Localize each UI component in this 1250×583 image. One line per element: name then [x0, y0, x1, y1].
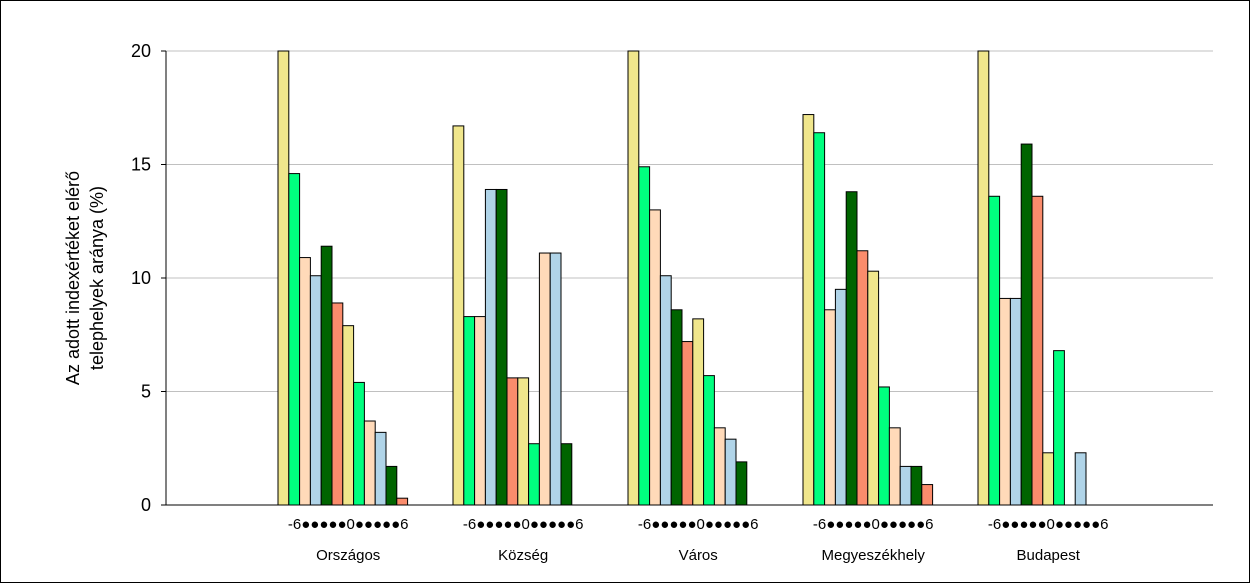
bar: [385, 465, 398, 506]
bar: [331, 302, 344, 506]
bar: [342, 325, 355, 506]
bar: [374, 431, 387, 506]
axes: [161, 50, 1213, 506]
bar: [363, 420, 376, 506]
bar: [910, 465, 923, 506]
bar: [288, 173, 301, 506]
bar: [528, 443, 540, 506]
y-axis-title: telephelyek aránya (%): [87, 186, 107, 370]
category-label: Város: [679, 547, 718, 564]
bar: [692, 318, 705, 506]
bar: [867, 270, 880, 506]
bar: [299, 257, 311, 506]
y-tick-label: 5: [141, 382, 151, 402]
category-label: Országos: [316, 547, 380, 564]
bar: [1074, 452, 1087, 506]
bars: [277, 50, 1087, 506]
bar: [277, 50, 290, 506]
bar: [713, 427, 726, 506]
bar: [463, 316, 476, 506]
labels: 0 5 10 15 20 -6●●●●●0●●●●●6 Országos -6●●●●●0●●…: [63, 41, 1109, 564]
bar: [703, 375, 715, 506]
bar: [834, 288, 847, 506]
group-index-label: -6●●●●●0●●●●●6: [638, 516, 759, 533]
bar: [824, 309, 836, 506]
bar: [681, 341, 694, 506]
bar: [813, 132, 826, 506]
y-tick-label: 15: [131, 155, 151, 175]
bar: [899, 465, 912, 506]
bar: [506, 377, 519, 506]
bar: [549, 252, 562, 506]
bar: [538, 252, 551, 506]
y-tick-label: 0: [141, 495, 151, 515]
bar: [452, 125, 465, 506]
group-index-label: -6●●●●●0●●●●●6: [288, 516, 409, 533]
bar: [638, 166, 651, 506]
bar: [1009, 297, 1022, 506]
bar: [1042, 452, 1055, 506]
bar: [802, 114, 815, 506]
category-label: Budapest: [1017, 547, 1081, 564]
group-index-label: -6●●●●●0●●●●●6: [463, 516, 584, 533]
bar: [1053, 350, 1065, 506]
category-label: Megyeszékhely: [822, 547, 926, 564]
bar: [659, 275, 672, 506]
bar: [999, 297, 1011, 506]
category-label: Község: [498, 547, 548, 564]
y-axis-title: Az adott indexértéket elérő: [63, 171, 83, 385]
y-tick-label: 20: [131, 41, 151, 61]
bar: [474, 316, 486, 506]
bar: [309, 275, 322, 506]
bar: [1020, 143, 1033, 506]
bar: [888, 427, 901, 506]
bar: [320, 245, 333, 506]
bar: [735, 461, 748, 506]
bar: [856, 250, 869, 506]
bar: [1031, 195, 1044, 506]
bar: [495, 188, 508, 506]
bar: [484, 188, 497, 506]
bar: [517, 377, 530, 506]
bar: [649, 209, 661, 506]
bar: [977, 50, 990, 506]
group-index-label: -6●●●●●0●●●●●6: [988, 516, 1109, 533]
bar: [627, 50, 640, 506]
bar: [353, 381, 365, 506]
bar: [670, 309, 683, 506]
bar: [845, 191, 858, 506]
bar: [396, 497, 409, 506]
y-tick-label: 10: [131, 268, 151, 288]
bar: [921, 484, 934, 506]
group-index-label: -6●●●●●0●●●●●6: [813, 516, 934, 533]
bar: [878, 386, 890, 506]
bar: [560, 443, 573, 506]
bar: [988, 195, 1001, 506]
bar: [724, 438, 737, 506]
